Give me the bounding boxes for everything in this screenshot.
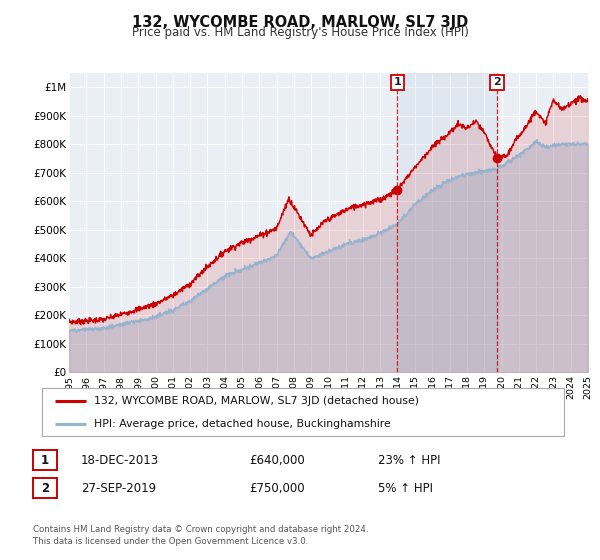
Bar bbox=[397, 73, 497, 372]
Text: Contains HM Land Registry data © Crown copyright and database right 2024.
This d: Contains HM Land Registry data © Crown c… bbox=[33, 525, 368, 546]
Text: 18-DEC-2013: 18-DEC-2013 bbox=[81, 454, 159, 467]
Text: 23% ↑ HPI: 23% ↑ HPI bbox=[378, 454, 440, 467]
Text: 2: 2 bbox=[41, 482, 49, 495]
Text: 1: 1 bbox=[394, 77, 401, 87]
Text: 2: 2 bbox=[493, 77, 501, 87]
Text: £750,000: £750,000 bbox=[249, 482, 305, 495]
Text: Price paid vs. HM Land Registry's House Price Index (HPI): Price paid vs. HM Land Registry's House … bbox=[131, 26, 469, 39]
Text: 5% ↑ HPI: 5% ↑ HPI bbox=[378, 482, 433, 495]
Text: 27-SEP-2019: 27-SEP-2019 bbox=[81, 482, 156, 495]
Text: 132, WYCOMBE ROAD, MARLOW, SL7 3JD: 132, WYCOMBE ROAD, MARLOW, SL7 3JD bbox=[132, 15, 468, 30]
Text: HPI: Average price, detached house, Buckinghamshire: HPI: Average price, detached house, Buck… bbox=[94, 419, 391, 429]
Text: £640,000: £640,000 bbox=[249, 454, 305, 467]
Text: 132, WYCOMBE ROAD, MARLOW, SL7 3JD (detached house): 132, WYCOMBE ROAD, MARLOW, SL7 3JD (deta… bbox=[94, 396, 419, 407]
Text: 1: 1 bbox=[41, 454, 49, 467]
